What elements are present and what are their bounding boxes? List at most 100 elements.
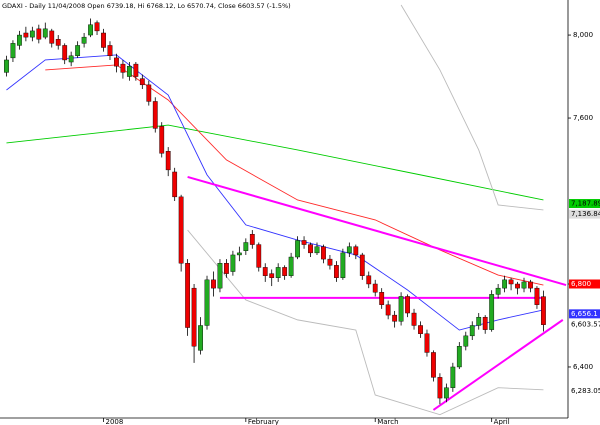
candle-body (495, 287, 501, 295)
price-label-box (569, 209, 600, 219)
candle-body (359, 254, 365, 276)
candle-body (321, 246, 326, 260)
y-tick-label: 8,000 (573, 31, 593, 39)
candle-body (49, 30, 55, 44)
price-label-box (569, 320, 600, 330)
candle-body (508, 279, 514, 285)
candle-body (437, 377, 443, 399)
candle-body (236, 252, 242, 256)
chart-title: GDAXI - Daily 11/04/2008 Open 6739.18, H… (2, 2, 291, 10)
candle-body (4, 59, 9, 73)
candle-body (204, 279, 210, 326)
candle-body (17, 34, 22, 46)
candle-body (172, 171, 178, 198)
candle-body (191, 287, 197, 347)
candle-body (405, 296, 410, 314)
candle-body (521, 281, 527, 289)
x-tick-label: March (377, 418, 398, 425)
candle-body (42, 28, 48, 38)
candle-body (94, 22, 100, 32)
price-label: 6,656.1 (571, 310, 598, 318)
candle-body (185, 263, 191, 328)
candle-body (288, 256, 294, 276)
candle-body (114, 57, 119, 67)
candle-body (282, 267, 288, 276)
candle-body (211, 279, 216, 289)
candle-body (340, 252, 346, 278)
candle-body (36, 28, 42, 40)
candle-body (243, 242, 249, 251)
candle-body (152, 101, 158, 129)
candle-body (379, 292, 385, 305)
y-tick-label: 7,600 (573, 114, 593, 122)
candle-body (411, 312, 417, 326)
candle-body (502, 279, 508, 289)
candle-body (107, 45, 113, 57)
candle-body (541, 296, 546, 325)
candle-body (489, 294, 495, 330)
candle-body (269, 273, 275, 278)
overlay-line (187, 229, 544, 416)
price-label-box (569, 199, 600, 209)
candle-body (463, 335, 469, 347)
candle-body (275, 267, 281, 278)
x-tick-label: February (248, 418, 279, 425)
candle-body (327, 258, 333, 266)
candle-body (165, 151, 171, 171)
price-label-box (569, 309, 600, 319)
candle-body (230, 254, 236, 272)
candle-body (159, 126, 165, 154)
candle-body (308, 244, 313, 254)
candle-body (346, 246, 352, 254)
candle-body (120, 63, 126, 73)
candle-body (295, 240, 300, 258)
candle-body (334, 265, 339, 278)
candle-body (23, 32, 29, 38)
candle-body (482, 316, 488, 330)
candle-body (366, 275, 372, 285)
candle-body (450, 366, 456, 388)
overlay-line (400, 4, 544, 211)
price-label: 6,283.05 (571, 387, 600, 395)
y-tick-label: 6,400 (573, 363, 593, 371)
candle-body (101, 32, 106, 48)
candle-body (476, 316, 482, 326)
candle-body (133, 63, 139, 77)
candle-body (88, 24, 93, 36)
candle-body (81, 36, 87, 44)
candle-body (224, 263, 229, 274)
candle-body (198, 325, 203, 351)
candle-body (528, 281, 533, 289)
candle-body (392, 314, 398, 322)
candle-body (456, 346, 462, 368)
candle-body (372, 283, 378, 293)
candle-body (178, 196, 184, 264)
overlay-line (6, 124, 544, 201)
candle-body (385, 304, 391, 316)
candle-body (262, 267, 268, 276)
candle-body (146, 84, 152, 102)
price-label-box (569, 386, 600, 396)
candle-body (534, 287, 540, 305)
candle-body (126, 65, 132, 77)
candle-body (418, 325, 423, 334)
candle-body (469, 325, 475, 337)
candle-body (431, 352, 436, 378)
overlay-line (432, 319, 564, 411)
candle-body (443, 387, 449, 399)
price-label: 7,136.84 (571, 210, 600, 218)
candle-body (424, 333, 430, 353)
candle-body (10, 43, 16, 59)
overlay-line (6, 54, 544, 331)
x-tick-label: 2008 (106, 418, 124, 425)
candle-body (29, 30, 35, 38)
candle-body (75, 45, 81, 57)
candle-body (515, 283, 520, 289)
candle-body (314, 246, 320, 254)
overlay-line (187, 175, 567, 286)
price-label: 6,800 (571, 280, 591, 288)
candle-body (62, 45, 68, 61)
